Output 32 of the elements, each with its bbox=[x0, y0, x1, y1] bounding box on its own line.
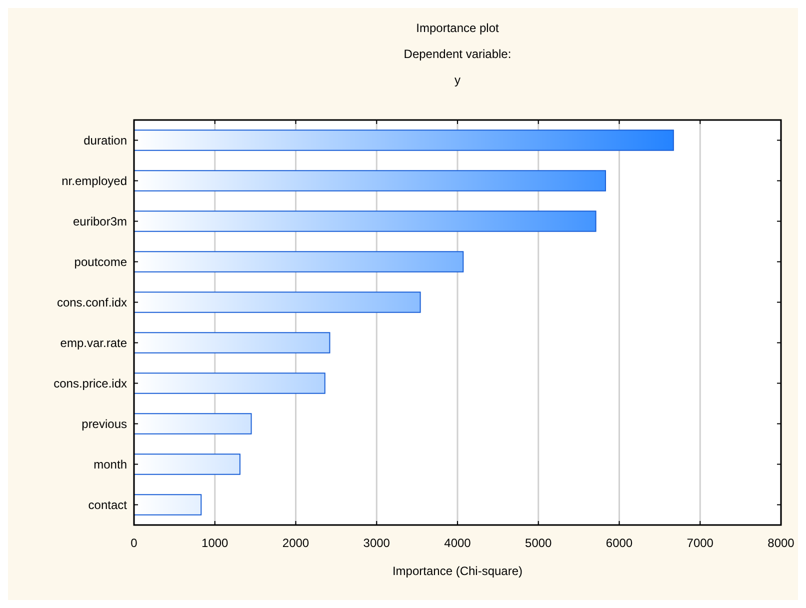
y-tick-label: previous bbox=[82, 416, 127, 431]
x-tick-label: 2000 bbox=[282, 536, 310, 550]
bar bbox=[134, 251, 464, 272]
x-axis-title: Importance (Chi-square) bbox=[392, 564, 523, 578]
x-tick-label: 5000 bbox=[525, 536, 552, 550]
x-tick-label: 6000 bbox=[606, 536, 633, 550]
x-tick-label: 8000 bbox=[768, 536, 795, 550]
y-tick-label: emp.var.rate bbox=[60, 336, 128, 350]
y-tick-label: duration bbox=[84, 133, 127, 148]
y-tick-label: euribor3m bbox=[72, 214, 127, 228]
chart-subtitle: Dependent variable: y bbox=[404, 47, 512, 87]
x-tick-label: 4000 bbox=[444, 536, 472, 550]
y-tick-label: month bbox=[94, 457, 127, 472]
bar bbox=[134, 292, 421, 313]
bar bbox=[134, 130, 674, 151]
y-tick-label: contact bbox=[88, 498, 128, 512]
x-tick-label: 1000 bbox=[202, 536, 229, 550]
y-tick-label: cons.price.idx bbox=[54, 376, 127, 390]
chart-title: Importance plot bbox=[416, 21, 500, 35]
bar bbox=[134, 170, 606, 192]
bar bbox=[134, 413, 252, 434]
y-tick-label: poutcome bbox=[74, 254, 128, 269]
x-tick-label: 7000 bbox=[686, 536, 714, 550]
bar bbox=[134, 210, 596, 232]
bar bbox=[134, 372, 326, 394]
x-tick-label: 0 bbox=[130, 536, 138, 550]
bar bbox=[134, 454, 240, 475]
y-tick-label: nr.employed bbox=[62, 174, 127, 188]
x-tick-label: 3000 bbox=[363, 536, 390, 550]
bar bbox=[134, 332, 330, 354]
y-tick-label: cons.conf.idx bbox=[56, 295, 127, 310]
bar bbox=[134, 494, 202, 516]
